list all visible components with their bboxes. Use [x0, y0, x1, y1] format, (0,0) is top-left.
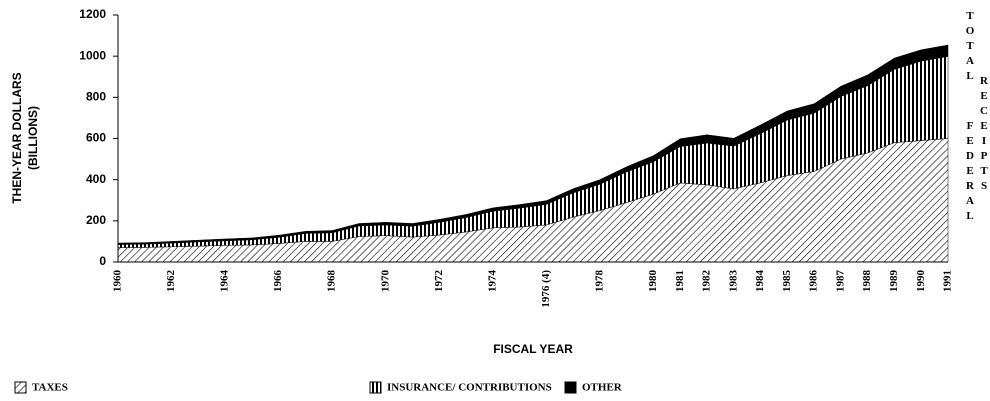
y-axis-label: (BILLIONS)	[26, 106, 40, 170]
x-tick-label: 1980	[647, 270, 659, 293]
y-tick-label: 200	[86, 213, 106, 227]
legend-swatch	[564, 381, 577, 394]
x-tick-label: 1966	[272, 270, 284, 293]
x-tick-label: 1990	[915, 270, 927, 293]
x-tick-label: 1985	[781, 270, 793, 293]
y-tick-label: 600	[86, 131, 106, 145]
y-tick-label: 1200	[79, 7, 106, 21]
x-tick-label: 1988	[861, 270, 873, 293]
x-tick-label: 1991	[942, 270, 954, 292]
x-tick-label: 1970	[379, 270, 391, 293]
y-tick-label: 400	[86, 172, 106, 186]
annotation: TOTAL	[964, 10, 976, 85]
y-tick-label: 800	[86, 90, 106, 104]
y-tick-label: 1000	[79, 48, 106, 62]
x-tick-label: 1982	[701, 270, 713, 293]
x-tick-label: 1986	[808, 270, 820, 293]
x-tick-label: 1983	[727, 270, 739, 293]
annotation: FEDERAL	[964, 120, 976, 225]
x-tick-label: 1962	[165, 270, 177, 293]
legend-label: INSURANCE/ CONTRIBUTIONS	[387, 382, 552, 394]
x-axis-label: FISCAL YEAR	[493, 342, 573, 356]
x-tick-label: 1978	[593, 270, 605, 293]
annotation: RECEIPTS	[978, 75, 990, 195]
legend-label: TAXES	[32, 382, 68, 394]
legend-label: OTHER	[582, 382, 623, 394]
x-tick-label: 1976 (4)	[540, 270, 552, 308]
x-tick-label: 1989	[888, 270, 900, 293]
legend-swatch	[14, 381, 27, 394]
area	[117, 44, 949, 245]
y-axis-label: THEN-YEAR DOLLARS	[10, 72, 24, 203]
x-tick-label: 1960	[112, 270, 124, 293]
x-tick-label: 1964	[219, 270, 231, 293]
x-tick-label: 1968	[326, 270, 338, 293]
x-tick-label: 1981	[674, 270, 686, 292]
legend-swatch	[369, 381, 382, 394]
x-tick-label: 1974	[486, 270, 498, 293]
y-tick-label: 0	[99, 254, 106, 268]
x-tick-label: 1972	[433, 270, 445, 293]
x-tick-label: 1984	[754, 270, 766, 293]
x-tick-label: 1987	[834, 270, 846, 293]
